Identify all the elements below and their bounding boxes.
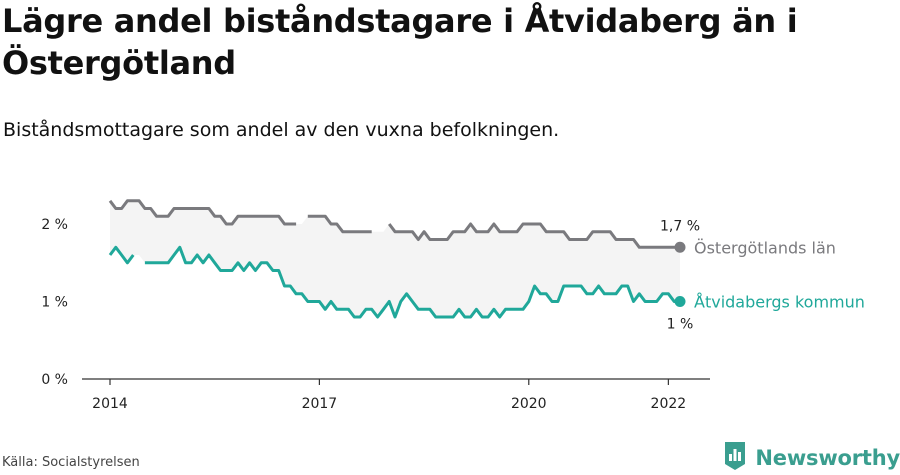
value-label-ostergotland: 1,7 % [660,218,700,234]
value-label-atvidaberg: 1 % [667,317,694,333]
x-tick-label: 2022 [651,396,687,412]
x-tick-label: 2017 [302,396,338,412]
series-line-ostergotland [388,222,680,249]
x-tick-label: 2014 [92,396,128,412]
y-tick-label: 0 % [41,372,68,388]
brand-logo[interactable]: Newsworthy [723,441,900,475]
bar-chart-logo-icon [723,441,747,475]
y-tick-label: 1 % [41,295,68,311]
series-line-ostergotland [307,214,372,234]
y-tick-label: 2 % [41,217,68,233]
series-name-ostergotland: Östergötlands län [694,238,836,257]
x-tick-label: 2020 [511,396,547,412]
axes: 0 % 1 % 2 % 2014 2017 2020 2022 [41,217,710,412]
series-line-ostergotland [108,199,297,226]
source-note: Källa: Socialstyrelsen [2,455,140,470]
end-point-ostergotland [674,241,686,253]
series-line-atvidaberg [144,245,680,319]
end-point-atvidaberg [674,296,686,307]
brand-name: Newsworthy [755,446,900,470]
series-labels: Östergötlands län Åtvidabergs kommun 1,7 %… [660,218,865,332]
series-name-atvidaberg: Åtvidabergs kommun [694,293,865,312]
chart-subtitle: Biståndsmottagare som andel av den vuxna… [3,119,560,141]
series-layer [108,199,686,319]
series-line-atvidaberg [108,245,135,265]
chart-title: Lägre andel biståndstagare i Åtvidaberg … [2,2,798,82]
